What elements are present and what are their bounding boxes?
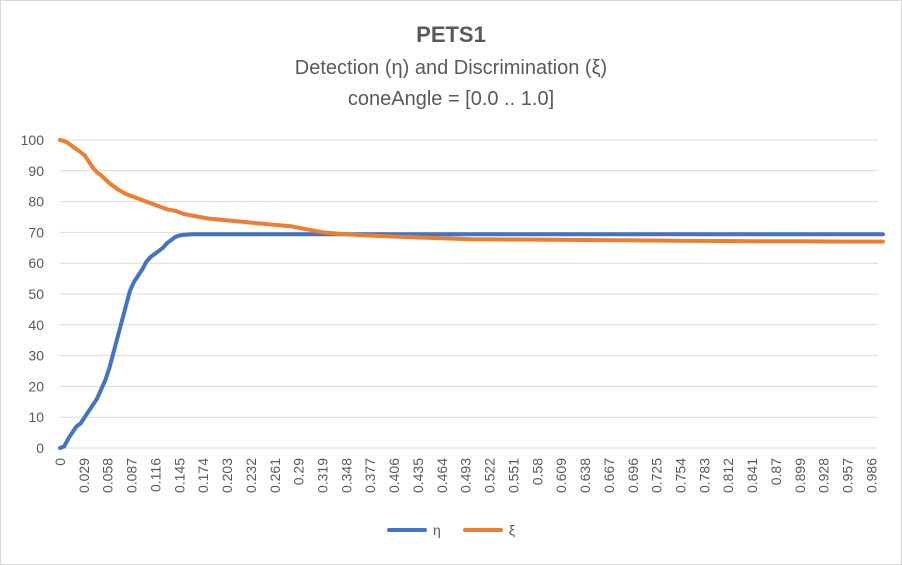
y-tick-label: 0	[36, 440, 44, 456]
x-tick-label: 0.551	[505, 458, 521, 493]
x-tick-label: 0.609	[553, 458, 569, 493]
x-tick-label: 0.638	[577, 458, 593, 493]
x-tick-label: 0.174	[195, 458, 211, 493]
x-tick-label: 0.348	[338, 458, 354, 493]
x-tick-label: 0.696	[625, 458, 641, 493]
x-tick-label: 0.116	[147, 458, 163, 492]
x-tick-label: 0.725	[649, 458, 665, 493]
x-tick-label: 0.812	[720, 458, 736, 493]
chart-subtitle-2: coneAngle = [0.0 .. 1.0]	[347, 88, 555, 110]
x-tick-label: 0.435	[410, 458, 426, 493]
series-line-eta	[58, 232, 885, 450]
y-tick-label: 90	[28, 163, 44, 179]
y-tick-label: 50	[28, 286, 44, 302]
x-tick-label: 0.522	[482, 458, 498, 493]
x-tick-label: 0.986	[863, 458, 879, 493]
x-tick-label: 0.087	[124, 458, 140, 493]
chart-subtitle: Detection (η) and Discrimination (ξ)	[294, 57, 608, 79]
x-tick-label: 0.29	[291, 458, 307, 485]
x-tick-label: 0.957	[840, 458, 856, 493]
y-tick-label: 70	[28, 224, 44, 240]
x-tick-label: 0.928	[816, 458, 832, 493]
y-tick-label: 20	[28, 378, 44, 394]
x-tick-label: 0.58	[529, 458, 545, 485]
x-tick-label: 0.464	[434, 458, 450, 493]
legend-swatch-xi	[462, 528, 503, 532]
x-tick-label: 0.406	[386, 458, 402, 493]
y-tick-label: 100	[21, 132, 45, 148]
x-tick-label: 0.319	[315, 458, 331, 493]
x-tick-label: 0.377	[362, 458, 378, 493]
chart-title: PETS1	[416, 22, 486, 47]
x-tick-label: 0.667	[601, 458, 617, 493]
x-tick-label: 0.754	[672, 458, 688, 493]
x-tick-label: 0.058	[100, 458, 116, 493]
legend-label-eta: η	[432, 522, 441, 538]
legend-item-xi: ξ	[462, 522, 516, 538]
x-tick-label: 0.145	[171, 458, 187, 493]
series-line-xi	[58, 138, 885, 244]
x-tick-label: 0.232	[243, 458, 259, 493]
y-tick-label: 40	[28, 317, 44, 333]
legend: η ξ	[0, 522, 902, 538]
y-tick-label: 30	[28, 348, 44, 364]
legend-swatch-eta	[386, 528, 427, 532]
legend-label-xi: ξ	[508, 522, 516, 538]
y-tick-label: 60	[28, 255, 44, 271]
x-tick-label: 0	[52, 458, 68, 466]
x-tick-label: 0.899	[792, 458, 808, 493]
x-tick-label: 0.841	[744, 458, 760, 493]
legend-item-eta: η	[386, 522, 441, 538]
x-tick-label: 0.87	[768, 458, 784, 485]
y-tick-label: 80	[28, 194, 44, 210]
x-tick-label: 0.029	[76, 458, 92, 493]
y-tick-label: 10	[28, 409, 44, 425]
x-tick-label: 0.203	[219, 458, 235, 493]
x-tick-label: 0.261	[267, 458, 283, 493]
x-tick-label: 0.493	[458, 458, 474, 493]
x-tick-label: 0.783	[696, 458, 712, 493]
